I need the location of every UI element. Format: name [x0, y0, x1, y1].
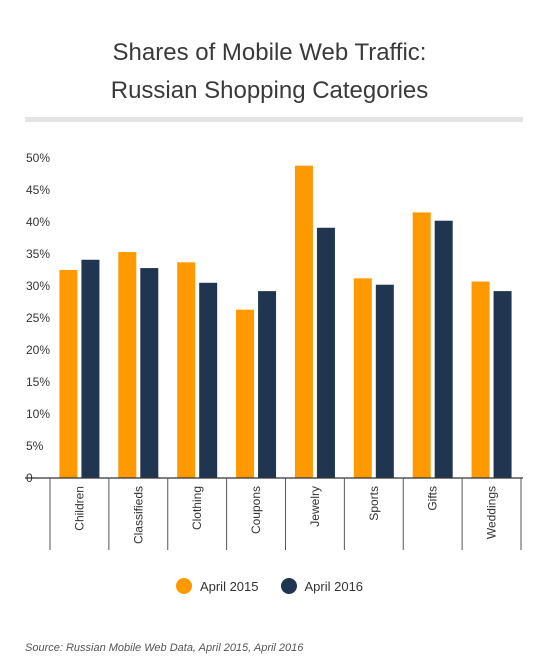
legend-item-2015: April 2015: [175, 578, 259, 594]
bar-clothing-1: [199, 282, 218, 478]
bar-classifieds-0: [118, 252, 137, 478]
x-tick-label-children: Children: [72, 486, 86, 531]
bar-gifts-1: [434, 220, 453, 478]
bar-weddings-0: [471, 281, 490, 478]
chart-title-line-1: Shares of Mobile Web Traffic:: [112, 39, 427, 66]
chart-title: Shares of Mobile Web Traffic: Russian Sh…: [0, 34, 539, 110]
x-tick-label-classifieds: Classifieds: [131, 486, 145, 544]
bar-sports-0: [353, 278, 372, 478]
y-tick-label-7: 35%: [26, 247, 50, 261]
x-tick-label-clothing: Clothing: [190, 486, 204, 530]
source-note: Source: Russian Mobile Web Data, April 2…: [25, 642, 304, 654]
y-tick-label-10: 50%: [26, 151, 50, 165]
x-tick-label-jewelry: Jewelry: [308, 486, 322, 527]
y-tick-label-3: 15%: [26, 375, 50, 389]
bar-weddings-1: [493, 291, 512, 478]
x-tick-label-gifts: Gifts: [426, 486, 440, 511]
chart-title-line-2: Russian Shopping Categories: [110, 77, 429, 104]
bar-coupons-1: [258, 291, 277, 478]
y-tick-label-6: 30%: [26, 279, 50, 293]
bar-coupons-0: [236, 309, 255, 478]
x-tick-label-sports: Sports: [367, 486, 381, 521]
bar-jewelry-1: [316, 227, 335, 478]
bar-gifts-0: [412, 212, 431, 478]
y-tick-label-4: 20%: [26, 343, 50, 357]
bar-sports-1: [375, 284, 394, 478]
legend: April 2015 April 2016: [0, 578, 539, 594]
y-tick-label-8: 40%: [26, 215, 50, 229]
bar-clothing-0: [177, 262, 196, 478]
bar-chart: 05%10%15%20%25%30%35%40%45%50%Children Cl…: [25, 151, 523, 550]
y-tick-label-5: 25%: [26, 311, 50, 325]
legend-item-2016: April 2016: [280, 578, 364, 594]
x-tick-label-coupons: Coupons: [249, 486, 263, 534]
bar-classifieds-1: [140, 268, 159, 478]
legend-label-2015: April 2015: [199, 578, 259, 594]
legend-swatch-2016: [280, 578, 297, 594]
bar-children-1: [81, 259, 100, 478]
x-tick-label-weddings: Weddings: [485, 486, 499, 539]
y-tick-label-1: 5%: [26, 439, 44, 453]
legend-label-2016: April 2016: [304, 578, 364, 594]
y-tick-label-2: 10%: [26, 407, 50, 421]
y-tick-label-9: 45%: [26, 183, 50, 197]
bar-children-0: [59, 270, 78, 478]
title-divider: [25, 117, 523, 122]
legend-swatch-2015: [175, 578, 192, 594]
bar-jewelry-0: [294, 165, 313, 478]
